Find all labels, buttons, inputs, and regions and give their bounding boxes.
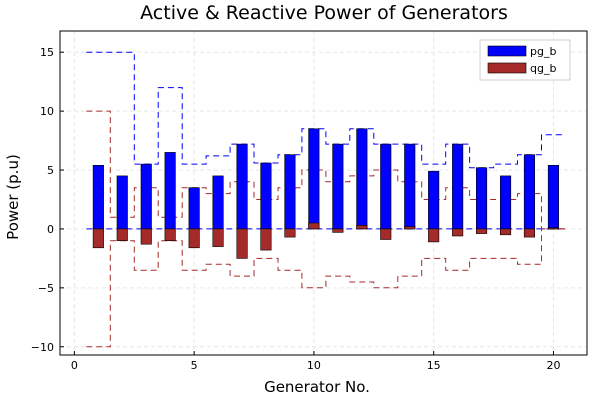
- x-tick-label: 10: [307, 359, 321, 372]
- bar-qg_b-gen-13: [380, 228, 392, 240]
- y-tick-label: −5: [38, 282, 54, 295]
- legend-swatch-pg_b: [487, 45, 527, 57]
- bar-pg_b-gen-9: [284, 154, 296, 230]
- bar-qg_b-gen-4: [164, 228, 176, 241]
- bar-pg_b-gen-2: [116, 175, 128, 230]
- bar-qg_b-gen-5: [188, 228, 200, 249]
- y-tick-label: −10: [31, 341, 54, 354]
- bar-qg_b-gen-1: [92, 228, 104, 249]
- bar-qg_b-gen-7: [236, 228, 248, 259]
- bar-pg_b-gen-1: [92, 165, 104, 230]
- y-tick-label: 5: [47, 164, 54, 177]
- bar-qg_b-gen-11: [332, 228, 344, 233]
- bar-qg_b-gen-2: [116, 228, 128, 241]
- ticks: 0 5 10 15 20 −10 −5 0 5 10 15: [31, 46, 561, 372]
- bar-pg_b-gen-15: [428, 170, 440, 230]
- y-tick-label: 15: [40, 46, 54, 59]
- bar-qg_b-gen-18: [499, 228, 512, 236]
- bar-pg_b-gen-12: [356, 128, 368, 230]
- bar-qg_b-gen-20: [547, 227, 560, 230]
- pg-max-limit-line: [86, 51, 566, 169]
- y-tick-label: 0: [47, 223, 54, 236]
- x-tick-label: 5: [191, 359, 198, 372]
- bar-pg_b-gen-13: [380, 143, 392, 230]
- bar-pg_b-gen-18: [499, 175, 512, 230]
- chart-title: Active & Reactive Power of Generators: [140, 2, 508, 24]
- bar-pg_b-gen-8: [260, 162, 272, 230]
- x-axis-label: Generator No.: [264, 378, 370, 396]
- bar-pg_b-gen-11: [332, 143, 344, 230]
- bar-qg_b-gen-6: [212, 228, 224, 247]
- legend: pg_b qg_b: [479, 39, 571, 81]
- bar-pg_b-gen-14: [404, 143, 416, 230]
- y-tick-label: 10: [40, 105, 54, 118]
- bar-pg_b-gen-17: [475, 167, 488, 230]
- x-tick-label: 0: [71, 359, 78, 372]
- legend-swatch-qg_b: [487, 62, 527, 74]
- bar-pg_b-gen-20: [547, 165, 560, 230]
- bar-qg_b-gen-16: [452, 228, 464, 237]
- bar-pg_b-gen-10: [308, 128, 320, 230]
- y-axis-label: Power (p.u): [4, 154, 22, 240]
- x-tick-label: 15: [427, 359, 441, 372]
- bar-qg_b-gen-17: [475, 228, 488, 234]
- legend-label-pg_b: pg_b: [530, 45, 556, 58]
- bar-qg_b-gen-14: [404, 226, 416, 230]
- bar-pg_b-gen-6: [212, 175, 224, 230]
- bar-qg_b-gen-19: [523, 228, 536, 238]
- bar-qg_b-gen-12: [356, 225, 368, 230]
- bar-pg_b-gen-5: [188, 187, 200, 230]
- x-tick-label: 20: [546, 359, 560, 372]
- bar-pg_b-gen-19: [523, 154, 536, 230]
- bar-pg_b-gen-7: [236, 143, 248, 230]
- bar-qg_b-gen-15: [428, 228, 440, 243]
- bar-pg_b-gen-16: [452, 143, 464, 230]
- bars: [92, 128, 560, 259]
- bar-qg_b-gen-3: [140, 228, 152, 245]
- plot-frame: [59, 30, 588, 356]
- bar-pg_b-gen-4: [164, 152, 176, 230]
- bar-qg_b-gen-10: [308, 222, 320, 230]
- legend-label-qg_b: qg_b: [530, 62, 556, 75]
- bar-qg_b-gen-9: [284, 228, 296, 238]
- bar-pg_b-gen-3: [140, 163, 152, 230]
- bar-qg_b-gen-8: [260, 228, 272, 251]
